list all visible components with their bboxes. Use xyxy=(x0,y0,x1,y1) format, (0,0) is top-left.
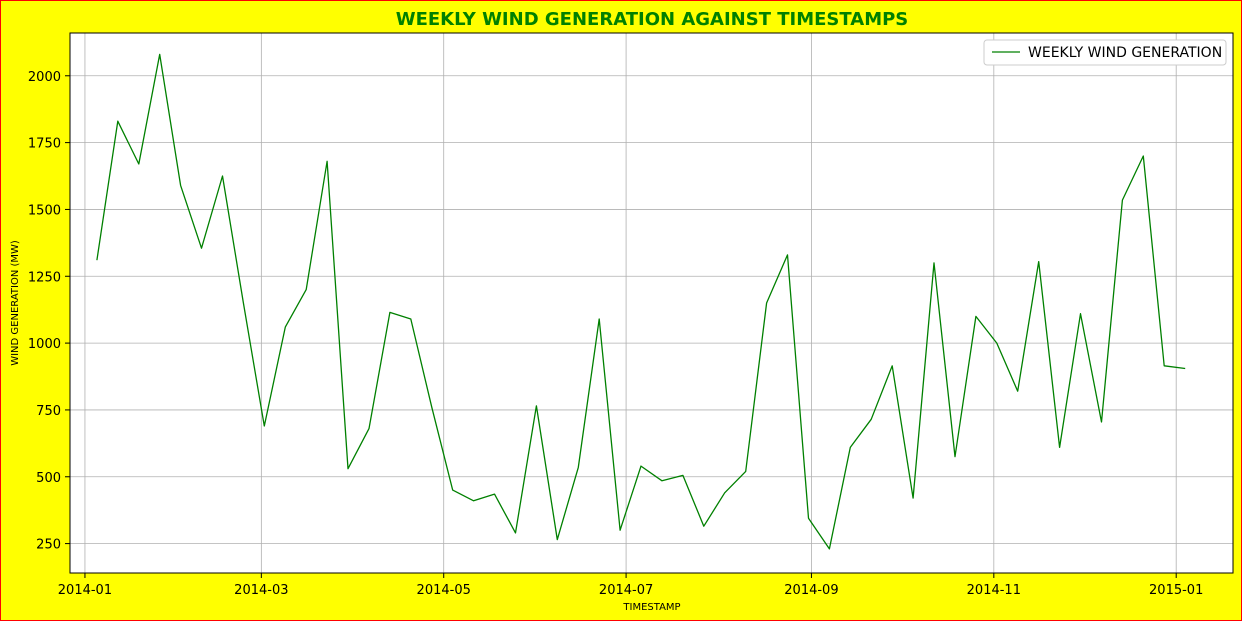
legend-label: WEEKLY WIND GENERATION xyxy=(1028,45,1222,61)
y-tick-label: 1250 xyxy=(28,270,61,285)
y-tick-label: 1000 xyxy=(28,337,61,352)
x-axis-label: TIMESTAMP xyxy=(622,602,680,613)
x-tick-label: 2014-07 xyxy=(599,583,653,598)
x-tick-label: 2014-01 xyxy=(58,583,112,598)
x-tick-label: 2015-01 xyxy=(1149,583,1203,598)
x-tick-label: 2014-05 xyxy=(417,583,471,598)
series-line-weekly-wind-generation xyxy=(96,53,1186,550)
y-tick-labels: 250 500 750 1000 1250 1500 1750 2000 xyxy=(28,70,61,553)
legend: WEEKLY WIND GENERATION xyxy=(983,39,1227,66)
plot-frame xyxy=(69,32,1234,574)
y-tick-label: 750 xyxy=(36,404,61,419)
y-tick-label: 1500 xyxy=(28,203,61,218)
y-tick-label: 500 xyxy=(36,471,61,486)
series-lines xyxy=(96,53,1186,550)
x-tick-label: 2014-09 xyxy=(784,583,838,598)
tick-marks xyxy=(65,75,1177,578)
x-tick-label: 2014-03 xyxy=(234,583,288,598)
legend-box xyxy=(983,39,1227,66)
chart-title: WEEKLY WIND GENERATION AGAINST TIMESTAMP… xyxy=(396,9,909,30)
y-tick-label: 250 xyxy=(36,538,61,553)
y-axis-label: WIND GENERATION (MW) xyxy=(10,240,21,366)
y-tick-label: 2000 xyxy=(28,70,61,85)
x-tick-label: 2014-11 xyxy=(967,583,1021,598)
y-tick-label: 1750 xyxy=(28,137,61,152)
grid xyxy=(70,33,1233,573)
plot-area xyxy=(70,33,1233,573)
x-tick-labels: 2014-01 2014-03 2014-05 2014-07 2014-09 2014-… xyxy=(58,583,1204,598)
